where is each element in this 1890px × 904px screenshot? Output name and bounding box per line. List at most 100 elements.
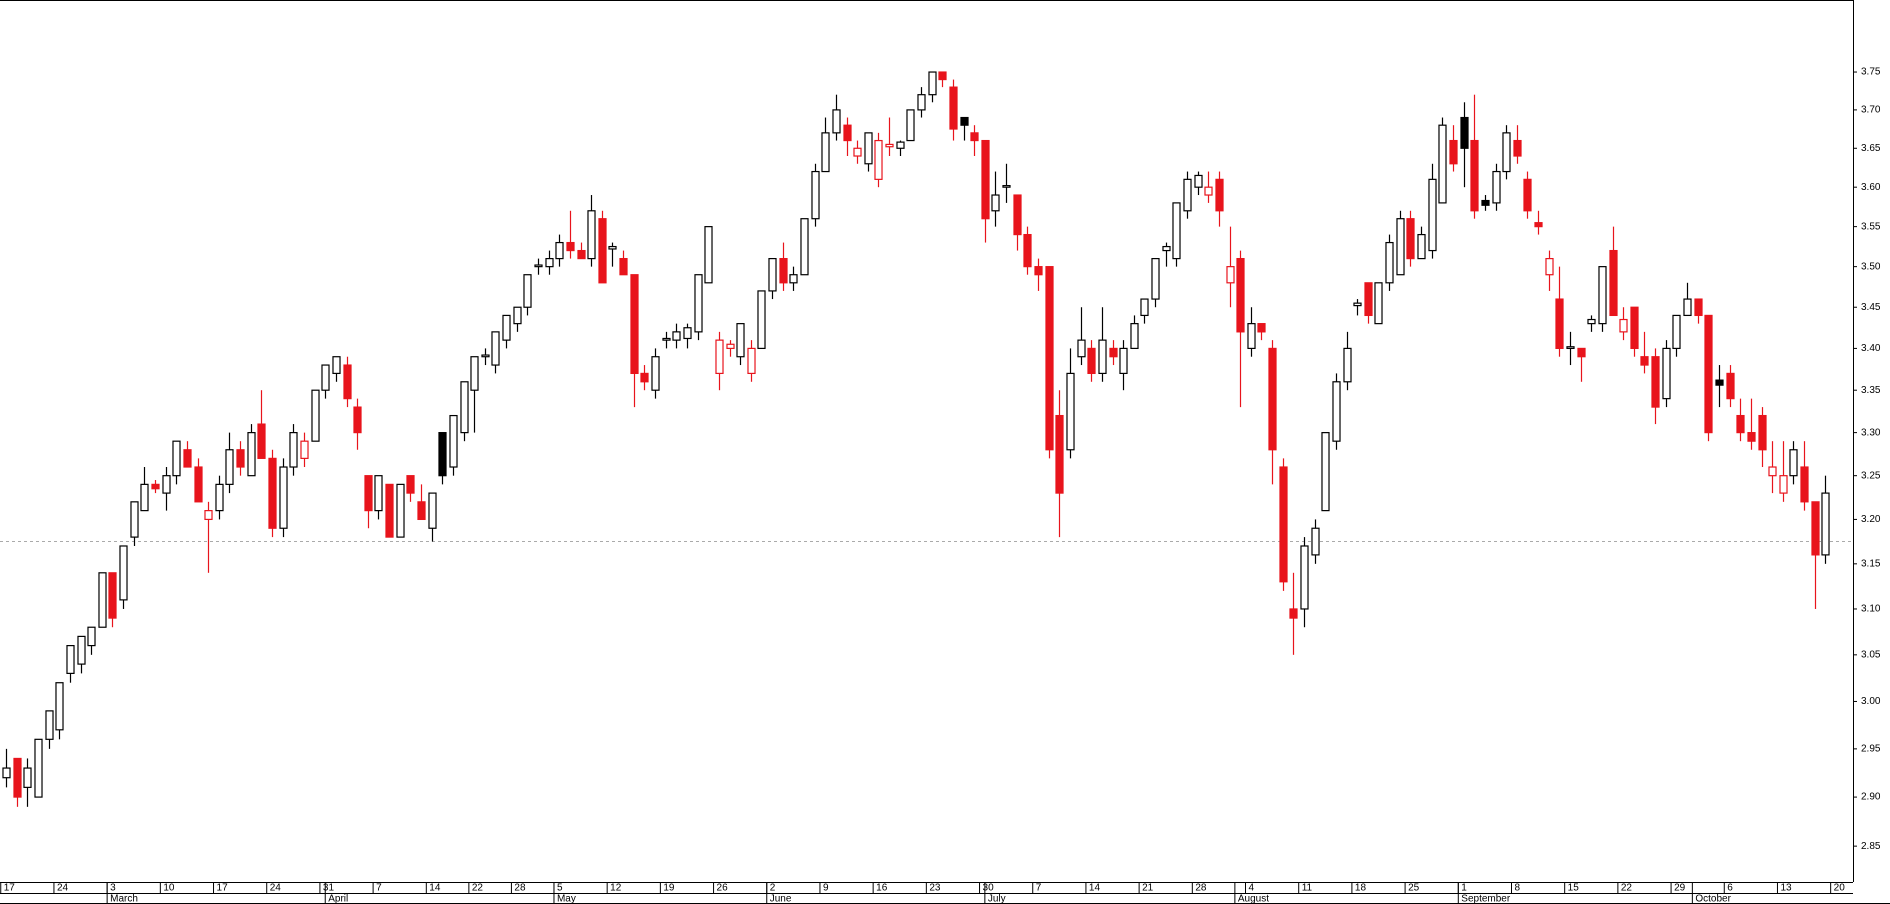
candle-body (662, 337, 671, 341)
candle-body (555, 241, 564, 260)
x-tick-label: 3 (110, 883, 116, 894)
x-tick-label: 23 (929, 883, 941, 894)
x-tick-label: 5 (557, 883, 563, 894)
candle-body (279, 466, 288, 529)
candle-body (1502, 132, 1511, 173)
y-tick-label: 3.65 (1861, 143, 1881, 154)
candle-body (1545, 257, 1554, 276)
candle-body (1236, 257, 1245, 333)
candle-body (885, 143, 894, 148)
candle-body (1343, 347, 1352, 383)
candle-body (23, 767, 32, 788)
month-label: August (1238, 894, 1269, 904)
candle-body (843, 124, 852, 142)
candle-body (1470, 139, 1479, 212)
candle-body (1428, 178, 1437, 252)
x-tick-label: 25 (1408, 883, 1420, 894)
candle-body (374, 475, 383, 512)
candle-body (1204, 186, 1213, 196)
candle-body (1662, 347, 1671, 400)
candle-body (1800, 466, 1809, 503)
candle-body (1513, 139, 1522, 157)
candle-body (874, 139, 883, 180)
candle-body (1704, 314, 1713, 434)
candle-body (1587, 318, 1596, 325)
x-tick-label: 22 (1621, 883, 1633, 894)
candle-body (1364, 282, 1373, 317)
candle-body (1758, 414, 1767, 451)
candle-body (151, 483, 160, 490)
candle-body (77, 635, 86, 665)
candle-body (1779, 475, 1788, 494)
candle-body (204, 510, 213, 521)
candle-body (545, 257, 554, 268)
y-tick-label: 3.70 (1861, 105, 1881, 116)
candle-body (1311, 527, 1320, 556)
y-tick-label: 2.90 (1861, 792, 1881, 803)
y-tick-label: 3.25 (1861, 470, 1881, 481)
candle-body (800, 218, 809, 276)
candle-body (779, 257, 788, 284)
candle-body (619, 257, 628, 276)
candle-body (247, 432, 256, 477)
x-tick-label: 30 (983, 883, 995, 894)
candle-body (704, 226, 713, 284)
y-tick-label: 3.55 (1861, 221, 1881, 232)
candle-body (896, 141, 905, 149)
candle-body (598, 218, 607, 284)
candle-body (1374, 282, 1383, 325)
x-tick-label: 7 (1036, 883, 1042, 894)
candle-body (534, 264, 543, 268)
candle-body (364, 475, 373, 512)
y-tick-label: 2.85 (1861, 841, 1881, 852)
x-tick-label: 15 (1568, 883, 1580, 894)
candle-body (928, 71, 937, 96)
y-tick-label: 3.05 (1861, 649, 1881, 660)
candle-body (1300, 545, 1309, 610)
candle-body (1162, 245, 1171, 252)
candle-body (587, 210, 596, 260)
x-tick-label: 31 (323, 883, 335, 894)
month-label: September (1461, 894, 1511, 904)
candle-body (491, 331, 500, 366)
candle-body (470, 356, 479, 391)
candle-body (396, 483, 405, 538)
candle-body (1023, 233, 1032, 268)
y-tick-label: 3.50 (1861, 261, 1881, 272)
candle-body (1534, 222, 1543, 228)
candle-body (34, 738, 43, 798)
candle-body (1034, 266, 1043, 276)
y-tick-label: 3.40 (1861, 343, 1881, 354)
candle-body (119, 545, 128, 601)
x-tick-label: 1 (1461, 883, 1467, 894)
candle-body (1119, 347, 1128, 375)
candle-body (1321, 432, 1330, 512)
candle-body (1651, 356, 1660, 408)
x-tick-label: 10 (163, 883, 175, 894)
x-tick-label: 26 (717, 883, 729, 894)
candle-body (1215, 178, 1224, 212)
candle-body (1821, 492, 1830, 556)
candle-body (257, 423, 266, 459)
candle-body (1736, 414, 1745, 434)
candle-body (1694, 298, 1703, 317)
candle-body (960, 116, 969, 126)
candle-body (502, 314, 511, 341)
candle-body (1151, 257, 1160, 300)
candle-body (1417, 233, 1426, 260)
x-tick-label: 6 (1727, 883, 1733, 894)
candle-body (2, 767, 11, 779)
candle-body (108, 572, 117, 619)
month-label: March (110, 894, 138, 904)
y-tick-label: 3.35 (1861, 385, 1881, 396)
x-tick-label: 21 (1142, 883, 1154, 894)
candle-body (194, 466, 203, 503)
x-tick-label: 4 (1249, 883, 1255, 894)
month-label: October (1695, 894, 1731, 904)
candle-body (1747, 432, 1756, 442)
y-tick-label: 3.00 (1861, 696, 1881, 707)
candle-body (1140, 298, 1149, 317)
y-tick-label: 3.45 (1861, 302, 1881, 313)
candle-body (1087, 347, 1096, 375)
